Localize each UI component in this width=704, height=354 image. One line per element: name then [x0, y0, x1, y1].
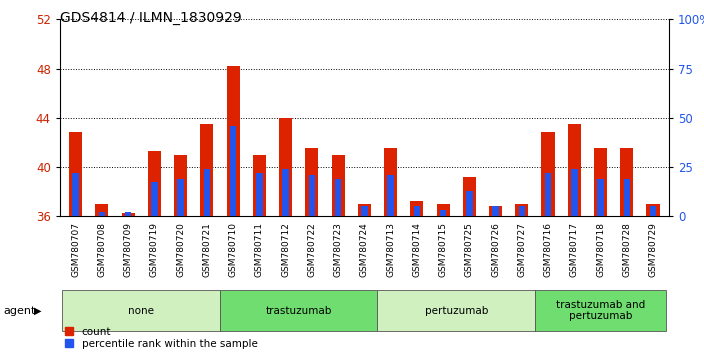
Bar: [440, 210, 446, 216]
Bar: [650, 206, 656, 216]
Bar: [646, 204, 660, 216]
Bar: [492, 206, 499, 216]
Bar: [203, 169, 210, 216]
Bar: [519, 206, 525, 216]
Text: trastuzumab and
pertuzumab: trastuzumab and pertuzumab: [556, 300, 645, 321]
Bar: [227, 66, 239, 216]
Bar: [515, 204, 529, 216]
Bar: [122, 213, 134, 216]
Bar: [410, 201, 423, 216]
Bar: [73, 173, 79, 216]
Legend: count, percentile rank within the sample: count, percentile rank within the sample: [65, 327, 258, 349]
Bar: [358, 204, 371, 216]
Bar: [436, 204, 450, 216]
Text: agent: agent: [4, 306, 36, 316]
Text: none: none: [128, 306, 154, 316]
Text: pertuzumab: pertuzumab: [425, 306, 488, 316]
Bar: [256, 173, 263, 216]
Bar: [306, 148, 318, 216]
Bar: [230, 126, 237, 216]
Bar: [361, 206, 367, 216]
Bar: [567, 124, 581, 216]
Bar: [466, 192, 472, 216]
Bar: [95, 204, 108, 216]
Bar: [594, 148, 607, 216]
Bar: [253, 155, 266, 216]
Bar: [151, 182, 158, 216]
Bar: [99, 212, 105, 216]
Bar: [200, 124, 213, 216]
Bar: [463, 177, 476, 216]
Bar: [387, 176, 394, 216]
Bar: [545, 173, 551, 216]
Text: ▶: ▶: [34, 306, 42, 316]
Bar: [279, 118, 292, 216]
Bar: [308, 176, 315, 216]
Bar: [384, 148, 397, 216]
Bar: [571, 169, 577, 216]
Bar: [620, 148, 634, 216]
Bar: [177, 179, 184, 216]
Bar: [148, 151, 161, 216]
Bar: [125, 212, 132, 216]
Text: GDS4814 / ILMN_1830929: GDS4814 / ILMN_1830929: [60, 11, 241, 25]
Bar: [332, 155, 345, 216]
Bar: [624, 179, 630, 216]
Bar: [489, 206, 502, 216]
Bar: [413, 206, 420, 216]
Bar: [597, 179, 604, 216]
Text: trastuzumab: trastuzumab: [265, 306, 332, 316]
Bar: [282, 169, 289, 216]
Bar: [69, 132, 82, 216]
Bar: [335, 179, 341, 216]
Bar: [174, 155, 187, 216]
Bar: [541, 132, 555, 216]
